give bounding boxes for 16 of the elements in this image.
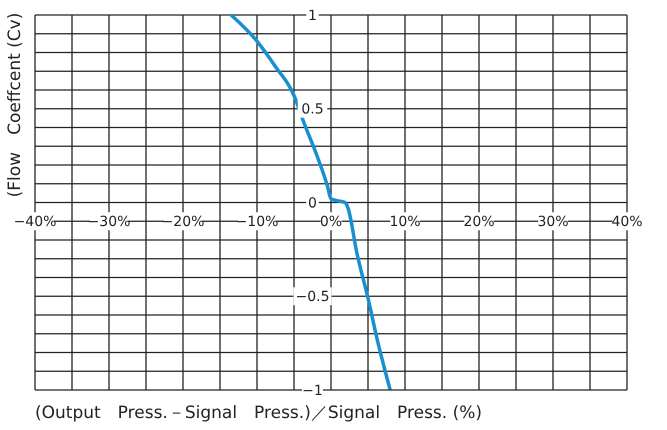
y-tick-label: 1 xyxy=(308,8,317,24)
y-axis-title: (Flow Coeffcent (Cv) xyxy=(5,12,25,198)
x-tick-label: −20% xyxy=(162,214,204,230)
y-tick-label: 0 xyxy=(308,195,317,212)
x-tick-label: −10% xyxy=(236,214,278,230)
x-tick-label: −30% xyxy=(88,214,130,230)
y-tick-label: 0.5 xyxy=(301,102,324,118)
x-tick-label: −40% xyxy=(14,214,56,230)
x-tick-label: 20% xyxy=(463,214,495,230)
x-tick-label: 10% xyxy=(389,214,421,230)
y-tick-label: −1 xyxy=(302,382,323,399)
x-tick-label: 0% xyxy=(320,214,342,230)
y-tick-label: −0.5 xyxy=(296,289,330,306)
x-tick-label: 30% xyxy=(537,214,569,230)
x-axis-title: (Output Press.－Signal Press.)／Signal Press. (%) xyxy=(35,403,482,423)
x-tick-label: 40% xyxy=(611,214,643,230)
